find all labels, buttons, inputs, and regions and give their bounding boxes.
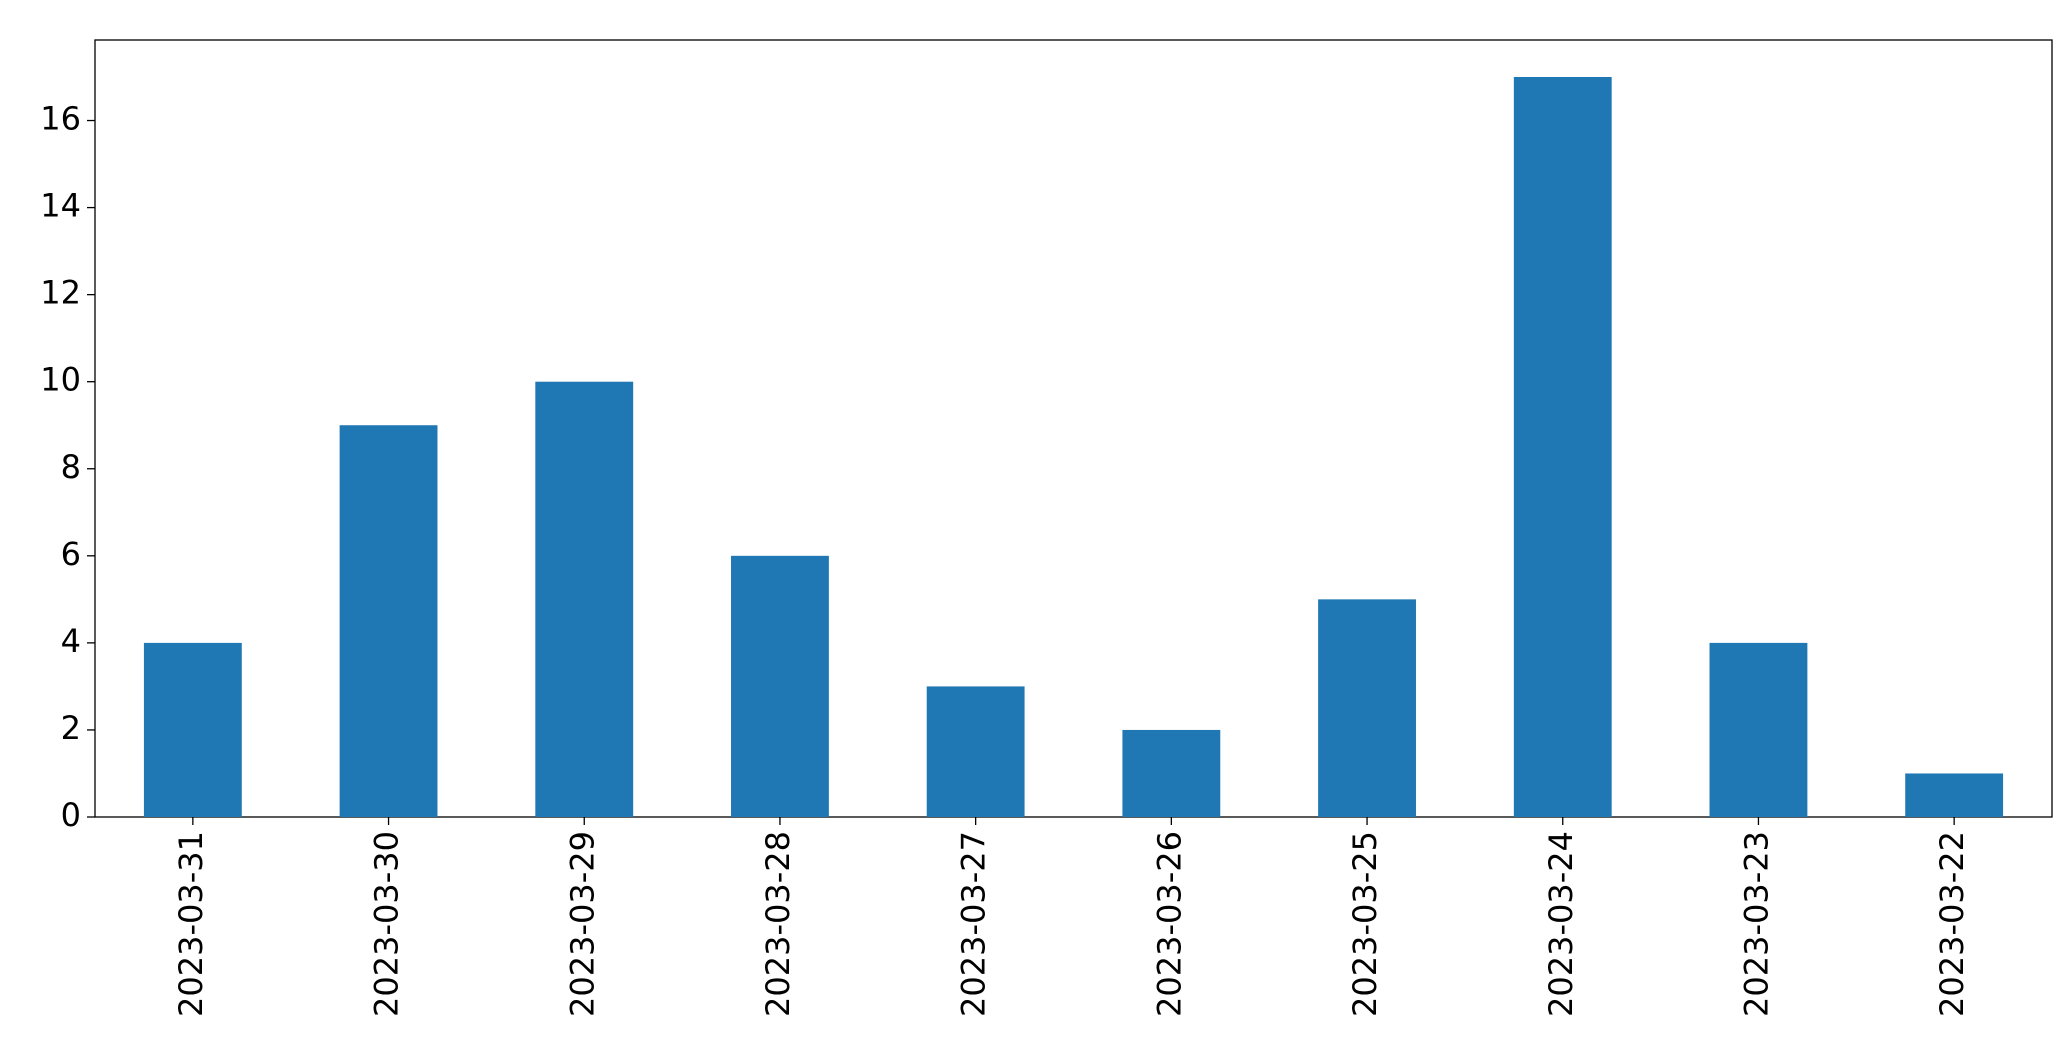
- plot-frame: [94, 39, 2053, 818]
- bar: [1905, 773, 2004, 817]
- bar: [731, 555, 829, 817]
- y-tick-label: 12: [40, 274, 81, 312]
- y-tick-label: 2: [61, 709, 81, 747]
- y-tick-label: 0: [61, 796, 81, 834]
- x-tick-label: 2023-03-29: [563, 831, 601, 1017]
- x-tick-label: 2023-03-30: [368, 831, 406, 1017]
- y-tick-label: 6: [61, 535, 81, 573]
- y-tick-label: 14: [40, 187, 81, 225]
- bar: [1513, 77, 1612, 817]
- x-tick-label: 2023-03-23: [1737, 831, 1775, 1017]
- x-tick-label: 2023-03-27: [955, 831, 993, 1017]
- y-tick-label: 4: [61, 622, 81, 660]
- x-tick-label: 2023-03-22: [1933, 831, 1971, 1017]
- bar: [339, 425, 438, 817]
- bar: [1709, 642, 1808, 817]
- y-tick-label: 16: [40, 100, 81, 138]
- bar: [926, 686, 1025, 817]
- y-tick-label: 8: [61, 448, 81, 486]
- x-tick-label: 2023-03-26: [1150, 831, 1188, 1017]
- x-tick-label: 2023-03-24: [1542, 831, 1580, 1017]
- x-tick-label: 2023-03-28: [759, 831, 797, 1017]
- bar: [1122, 729, 1221, 817]
- bar: [143, 642, 242, 817]
- y-tick-label: 10: [40, 361, 81, 399]
- x-tick-label: 2023-03-25: [1346, 831, 1384, 1017]
- bar: [1318, 599, 1416, 817]
- x-tick-label: 2023-03-31: [172, 831, 210, 1017]
- bar: [535, 381, 634, 817]
